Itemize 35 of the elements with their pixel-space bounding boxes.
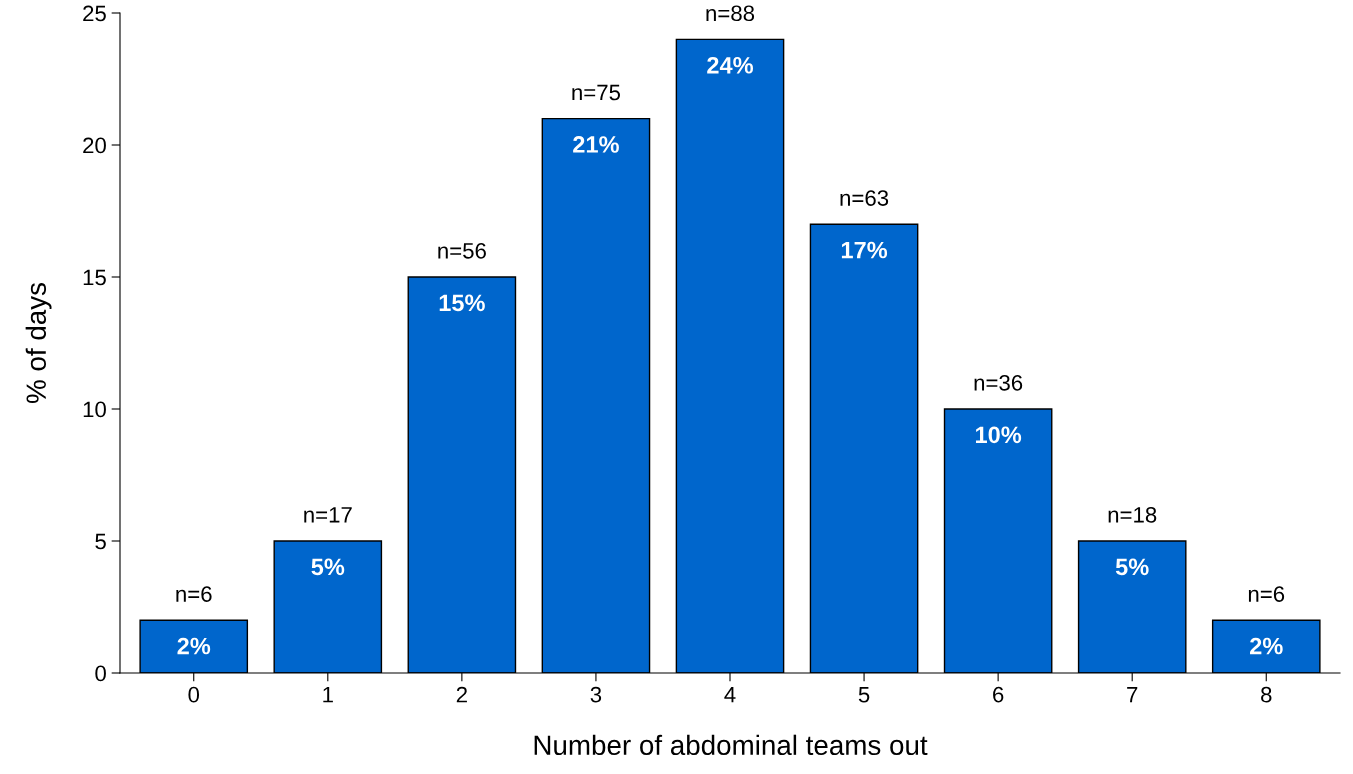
x-axis-title: Number of abdominal teams out <box>534 734 928 756</box>
annotation: n=17 <box>304 507 352 523</box>
x-tick-label: 4 <box>724 687 736 703</box>
data-label: 2% <box>177 637 211 655</box>
x-tick-label: 8 <box>1261 686 1272 703</box>
y-tick-label: 0 <box>95 665 106 682</box>
annotation: n=6 <box>1248 586 1285 602</box>
x-tick-label: 6 <box>993 686 1004 703</box>
annotation: n=75 <box>572 84 621 101</box>
x-tick-label: 7 <box>1127 687 1138 703</box>
data-label: 17% <box>841 241 888 259</box>
x-tick-label: 2 <box>456 686 467 703</box>
annotation: n=88 <box>706 5 755 22</box>
x-tick-label: 0 <box>188 686 200 703</box>
annotation: n=18 <box>1108 506 1157 523</box>
data-label: 2% <box>1250 637 1283 655</box>
y-tick-label: 15 <box>83 269 106 286</box>
annotation: n=63 <box>840 190 889 206</box>
annotation: n=36 <box>974 374 1023 391</box>
data-label: 5% <box>311 558 345 576</box>
x-tick-label: 1 <box>323 687 333 703</box>
y-tick-label: 25 <box>83 5 106 22</box>
y-axis-title: % of days <box>25 283 52 403</box>
y-tick-label: 10 <box>83 401 106 418</box>
data-label: 24% <box>707 56 754 74</box>
data-label: 10% <box>975 426 1022 444</box>
data-label: 21% <box>573 136 619 153</box>
y-tick-label: 20 <box>83 137 106 154</box>
data-label: 15% <box>439 294 485 312</box>
data-label: 5% <box>1115 558 1149 576</box>
x-tick-label: 3 <box>590 686 602 703</box>
annotation: n=56 <box>438 242 486 259</box>
x-tick-label: 5 <box>858 687 870 703</box>
y-tick-label: 5 <box>95 533 106 550</box>
annotation: n=6 <box>176 586 212 602</box>
